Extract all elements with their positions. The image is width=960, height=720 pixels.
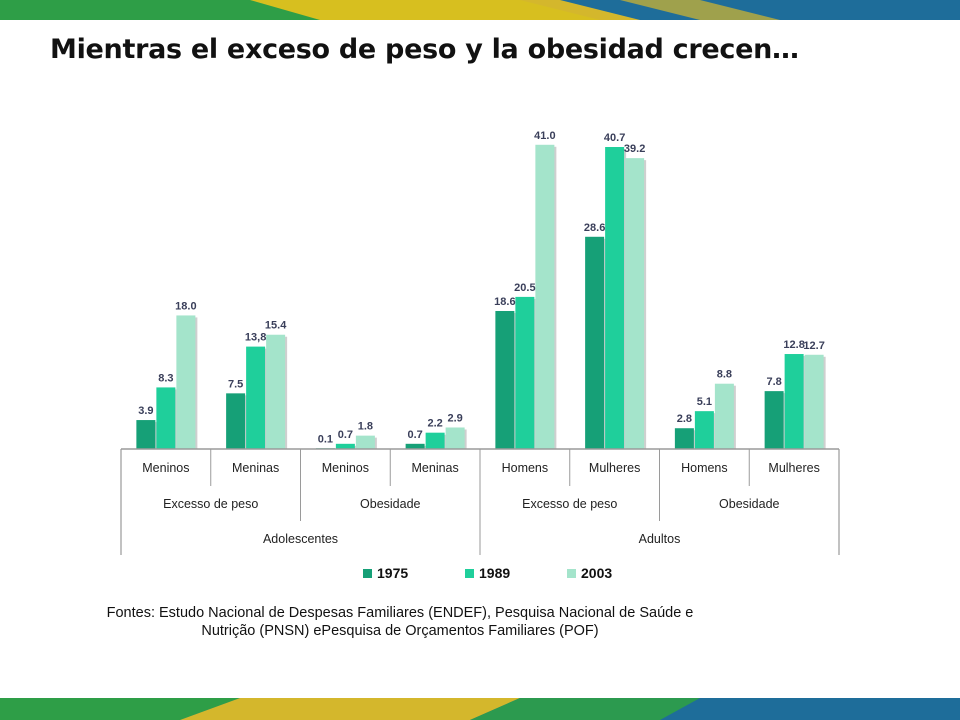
bar-2003-1: [266, 334, 286, 449]
value-label: 20.5: [514, 282, 535, 294]
bar-1989-7: [784, 354, 804, 449]
source-line-2: Nutrição (PNSN) ePesquisa de Orçamentos …: [201, 623, 599, 639]
bar-2003-7: [804, 354, 824, 449]
legend-swatch: [465, 568, 474, 578]
bar-1975-3: [405, 443, 425, 449]
legend-label: 1975: [377, 565, 409, 581]
value-label: 3.9: [138, 405, 153, 417]
category-label: Homens: [502, 461, 549, 475]
category-label: Meninas: [412, 461, 459, 475]
bar-2003-3: [445, 427, 465, 449]
value-label: 12.8: [783, 339, 804, 351]
bar-2003-2: [355, 435, 375, 449]
chart-legend: 1975 1989 2003: [363, 565, 663, 585]
page-title: Mientras el exceso de peso y la obesidad…: [50, 34, 799, 65]
value-label: 8.3: [158, 372, 173, 384]
value-label: 39.2: [624, 143, 645, 155]
value-label: 15.4: [265, 320, 287, 332]
value-label: 1.8: [358, 421, 373, 433]
value-label: 41.0: [534, 130, 555, 142]
value-label: 40.7: [604, 132, 625, 144]
bar-2003-6: [714, 383, 734, 449]
value-label: 5.1: [697, 396, 712, 408]
bottom-band-yellow: [180, 698, 520, 720]
value-label: 7.5: [228, 378, 243, 390]
legend-label: 2003: [581, 565, 613, 581]
bar-1989-2: [335, 443, 355, 449]
value-label: 8.8: [717, 369, 732, 381]
bar-1975-1: [226, 393, 246, 449]
value-label: 0.1: [318, 433, 333, 445]
legend-label: 1989: [479, 565, 511, 581]
value-label: 7.8: [766, 376, 781, 388]
category-label: Meninas: [232, 461, 279, 475]
bar-1989-0: [156, 387, 176, 449]
bar-2003-0: [176, 315, 196, 449]
top-decorative-band: [0, 0, 960, 20]
value-label: 2.2: [427, 418, 442, 430]
bar-1975-0: [136, 420, 156, 449]
value-label: 18.6: [494, 296, 515, 308]
group-label: Excesso de peso: [522, 497, 617, 511]
legend-swatch: [567, 568, 576, 578]
legend-item-2003: 2003: [567, 565, 612, 581]
group-label: Obesidade: [360, 497, 421, 511]
bar-1975-6: [674, 428, 694, 449]
bar-1989-1: [246, 346, 266, 449]
value-label: 2.8: [677, 413, 692, 425]
bar-1989-4: [515, 296, 535, 449]
category-label: Mulheres: [768, 461, 819, 475]
category-label: Homens: [681, 461, 728, 475]
bar-1989-5: [605, 147, 625, 450]
value-label: 13,8: [245, 332, 266, 344]
bar-2003-4: [535, 144, 555, 449]
value-label: 18.0: [175, 300, 196, 312]
bottom-band-green-right: [470, 698, 700, 720]
value-label: 0.7: [407, 429, 422, 441]
bottom-band-green-left: [0, 698, 240, 720]
value-label: 0.7: [338, 429, 353, 441]
value-label: 12.7: [803, 340, 824, 352]
group-label: Excesso de peso: [163, 497, 258, 511]
value-label: 28.6: [584, 222, 605, 234]
legend-item-1975: 1975: [363, 565, 408, 581]
bar-1989-6: [694, 411, 714, 449]
population-label: Adolescentes: [263, 532, 338, 546]
population-label: Adultos: [639, 532, 681, 546]
group-label: Obesidade: [719, 497, 780, 511]
value-label: 2.9: [447, 412, 462, 424]
top-band-yellow: [250, 0, 640, 20]
bottom-decorative-band: [0, 698, 960, 720]
category-label: Meninos: [142, 461, 189, 475]
top-band-yellow-right: [620, 0, 780, 20]
category-label: Meninos: [322, 461, 369, 475]
legend-swatch: [363, 568, 372, 578]
bar-1975-7: [764, 391, 784, 449]
bar-chart: 3.9 8.3 18.0 7.5 13,815.4 0.1 0.7 1.8 0.7 2.2 2.9 1…: [120, 130, 840, 555]
source-note: Fontes: Estudo Nacional de Despesas Fami…: [60, 604, 740, 640]
legend-item-1989: 1989: [465, 565, 510, 581]
category-label: Mulheres: [589, 461, 640, 475]
bar-1989-3: [425, 432, 445, 449]
bar-1975-4: [495, 310, 515, 449]
bar-1975-5: [585, 236, 605, 449]
bar-2003-5: [625, 158, 645, 450]
source-line-1: Fontes: Estudo Nacional de Despesas Fami…: [106, 605, 694, 621]
